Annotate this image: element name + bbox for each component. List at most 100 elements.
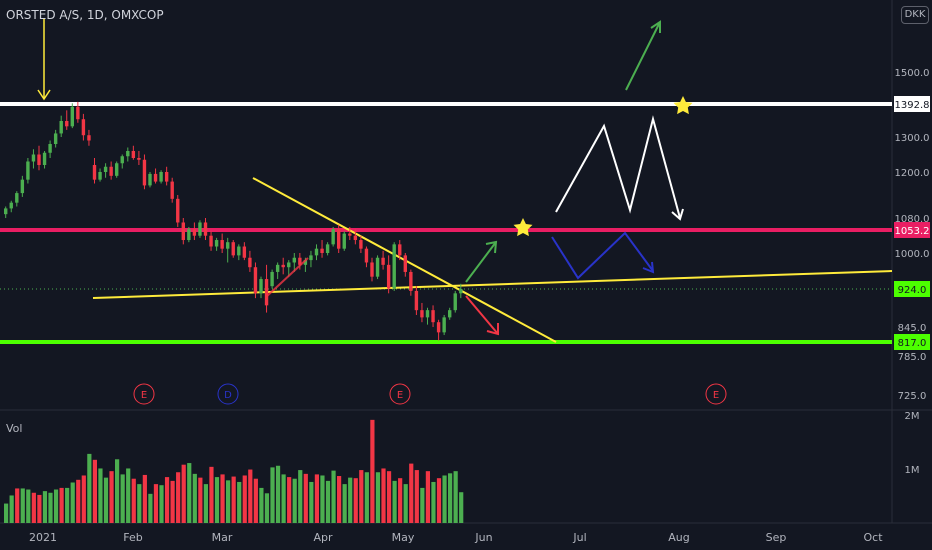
- candle-body: [65, 120, 69, 127]
- green-up-arrow-icon: [465, 240, 498, 283]
- volume-bar: [353, 478, 358, 523]
- candle-body: [281, 264, 285, 268]
- star-icon: [673, 96, 693, 115]
- volume-bar: [259, 487, 264, 523]
- candle-body: [248, 257, 252, 268]
- candle-body: [137, 158, 141, 160]
- candle-body: [320, 248, 324, 253]
- price-tick-label: 1300.0: [895, 133, 930, 144]
- candle-body: [425, 310, 430, 318]
- volume-bar: [370, 419, 375, 523]
- candle-body: [431, 310, 435, 323]
- volume-bar: [409, 463, 414, 523]
- svg-text:E: E: [141, 390, 147, 401]
- volume-bar: [448, 473, 453, 523]
- candle-body: [181, 222, 185, 241]
- volume-bar: [442, 475, 447, 523]
- volume-bar: [126, 468, 131, 523]
- candle-body: [148, 173, 152, 186]
- price-tick-label: 1000.0: [895, 249, 930, 260]
- volume-bar: [87, 453, 92, 523]
- candle-body: [264, 279, 269, 306]
- svg-text:E: E: [397, 390, 403, 401]
- volume-bar: [214, 477, 220, 523]
- svg-text:E: E: [713, 390, 719, 401]
- volume-bar: [37, 494, 42, 523]
- candle-body: [9, 202, 13, 209]
- volume-bar: [425, 471, 430, 523]
- volume-bar: [70, 482, 75, 523]
- volume-bar: [359, 470, 364, 523]
- volume-bar: [314, 474, 319, 523]
- candle-body: [198, 222, 202, 236]
- candle-body: [270, 271, 274, 287]
- volume-bar: [309, 481, 314, 523]
- candle-body: [448, 310, 452, 318]
- earnings-event-marker[interactable]: E: [705, 383, 727, 405]
- price-axis: 1500.0 1300.0 1200.0 1080.0 1000.0 845.0 785.0…: [895, 68, 930, 402]
- price-tick-label: 785.0: [898, 352, 927, 363]
- last-price-label: 924.0: [894, 281, 930, 297]
- volume-bar: [242, 475, 247, 523]
- candle-body: [48, 144, 52, 153]
- candle-body: [192, 229, 197, 236]
- candle-body: [98, 172, 102, 180]
- candle-body: [309, 255, 313, 261]
- candle-body: [242, 246, 247, 258]
- volume-bar: [253, 478, 258, 523]
- candle-body: [453, 293, 457, 311]
- volume-bar: [337, 476, 342, 523]
- star-icon: [513, 218, 533, 237]
- volume-bar: [65, 487, 70, 523]
- candle-body: [231, 242, 235, 256]
- candle-body: [386, 264, 391, 289]
- candle-body: [370, 262, 374, 277]
- earnings-event-marker[interactable]: E: [389, 383, 411, 405]
- candle-body: [364, 248, 369, 263]
- candle-body: [359, 240, 363, 249]
- volume-bar: [292, 478, 297, 523]
- volume-bars: [4, 419, 464, 523]
- svg-text:1392.8: 1392.8: [895, 100, 930, 111]
- earnings-event-marker[interactable]: E: [133, 383, 155, 405]
- ascending-trendline[interactable]: [92, 270, 893, 299]
- currency-badge[interactable]: DKK: [901, 6, 929, 24]
- candle-body: [292, 257, 296, 263]
- symbol-title[interactable]: ORSTED A/S, 1D, OMXCOP: [6, 8, 164, 22]
- volume-bar: [331, 470, 336, 523]
- volume-bar: [153, 484, 159, 523]
- price-tick-label: 1080.0: [895, 214, 930, 225]
- candle-body: [4, 208, 8, 215]
- diagonal-red-arrow: [265, 257, 309, 298]
- volume-bar: [92, 459, 97, 523]
- volume-bar: [342, 484, 347, 523]
- candle-body: [142, 159, 147, 186]
- candle-body: [37, 154, 41, 165]
- green-breakout-arrow-icon: [625, 20, 661, 91]
- volume-bar: [20, 488, 25, 523]
- volume-bar: [142, 474, 147, 523]
- volume-bar: [176, 472, 181, 523]
- volume-bar: [120, 474, 125, 523]
- candle-body: [381, 257, 385, 265]
- volume-bar: [103, 477, 109, 523]
- volume-bar: [403, 484, 408, 523]
- volume-bar: [381, 468, 386, 523]
- dividend-event-marker[interactable]: D: [217, 383, 239, 405]
- candle-body: [303, 260, 308, 265]
- candle-body: [287, 262, 291, 268]
- candle-body: [226, 242, 230, 249]
- level-label-817: 817.0: [894, 334, 930, 350]
- candle-body: [214, 240, 219, 247]
- volume-bar: [248, 469, 253, 523]
- volume-bar: [192, 473, 197, 523]
- volume-bar: [226, 480, 231, 523]
- candle-body: [348, 233, 352, 236]
- candle-body: [59, 120, 63, 134]
- candle-body: [176, 198, 180, 223]
- svg-text:924.0: 924.0: [898, 285, 927, 296]
- time-tick-label: 2021: [29, 531, 57, 544]
- volume-bar: [303, 473, 308, 523]
- time-tick-label: Apr: [313, 531, 333, 544]
